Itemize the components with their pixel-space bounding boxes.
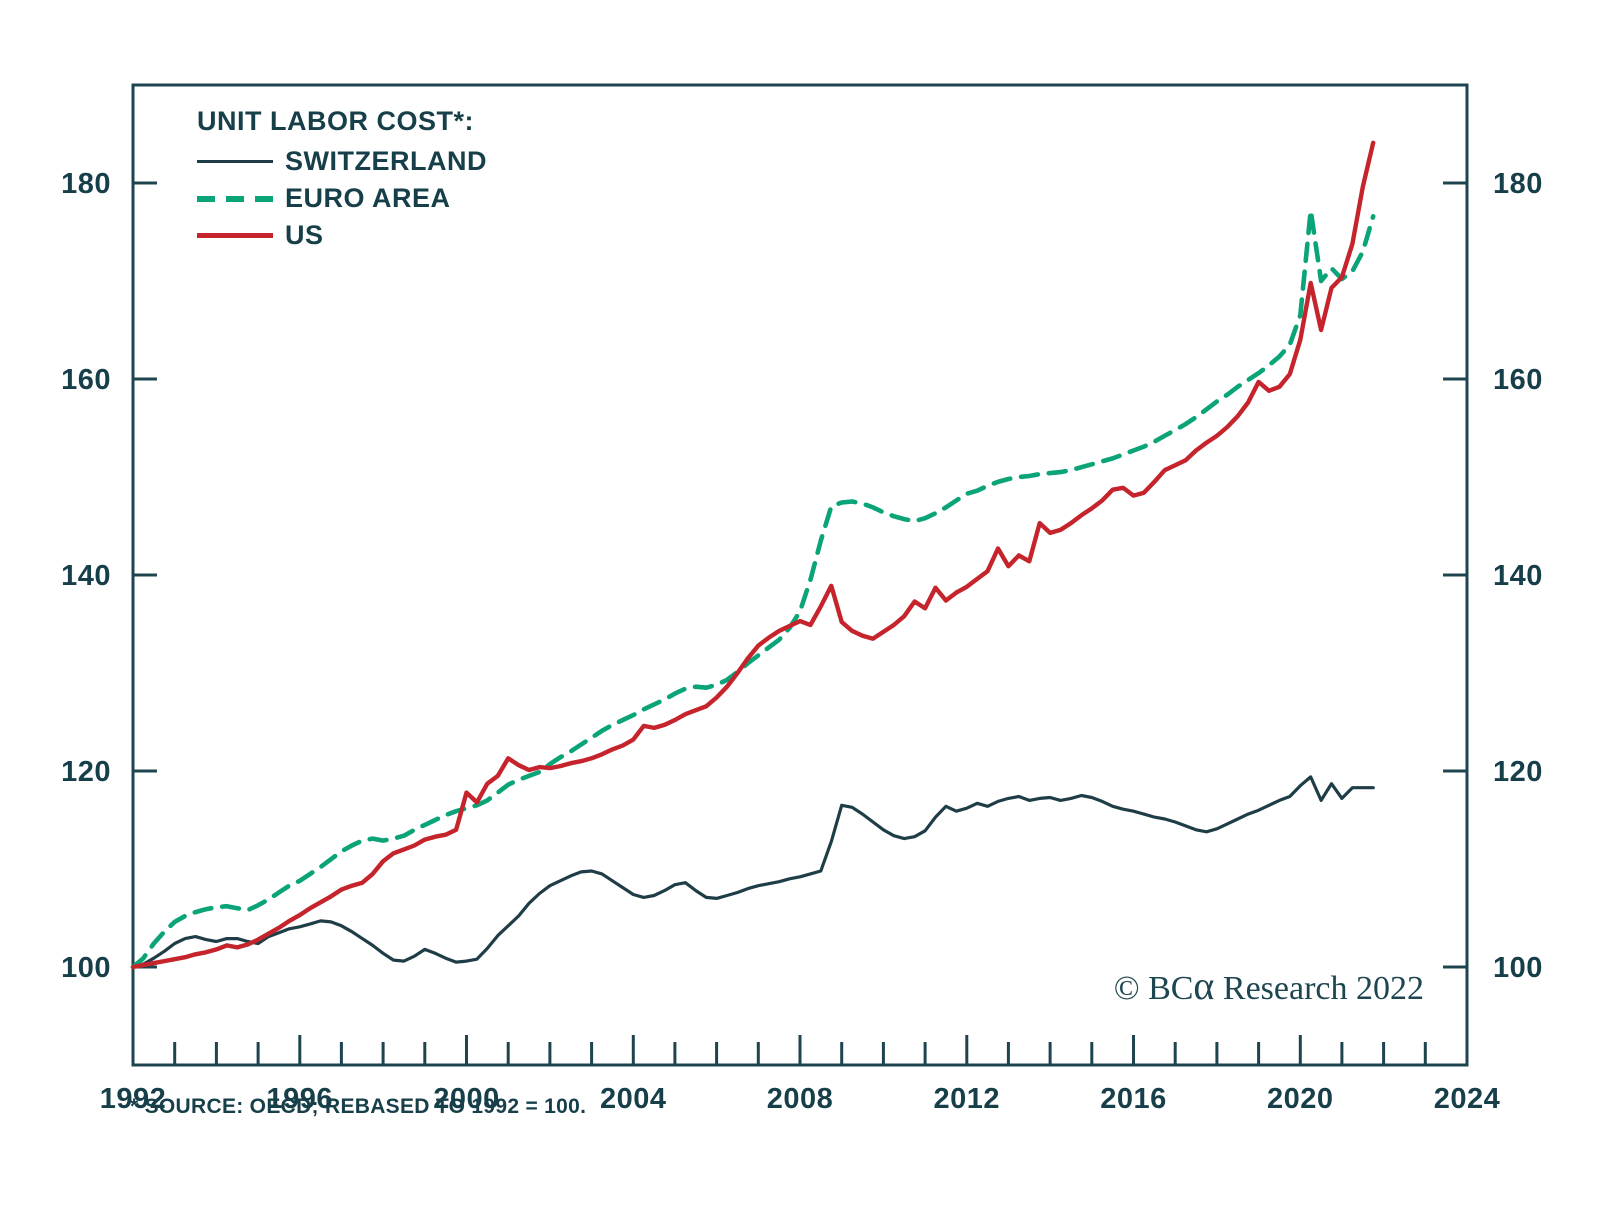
y-axis-label-right: 160 [1493,364,1543,396]
y-axis-label-right: 120 [1493,756,1543,788]
y-axis-label-right: 180 [1493,168,1543,200]
source-footnote: * SOURCE: OECD; REBASED TO 1992 = 100. [130,1095,587,1118]
copyright-suffix: Research [1214,970,1348,1007]
x-axis-label: 2000 [433,1083,500,1115]
x-axis-label: 1992 [100,1083,167,1115]
legend: UNIT LABOR COST*: SWITZERLAND EURO AREA … [197,106,487,250]
x-axis-label: 2020 [1267,1083,1334,1115]
x-axis-label: 2024 [1434,1083,1501,1115]
y-axis-label-right: 140 [1493,560,1543,592]
x-axis-label: 2012 [934,1083,1001,1115]
y-axis-label-left: 140 [61,560,111,592]
y-axis-label-left: 100 [61,952,111,984]
switzerland-line-swatch [197,160,273,163]
legend-title: UNIT LABOR COST*: [197,106,474,136]
y-axis-label-left: 160 [61,364,111,396]
series-line-us [130,140,1376,970]
bca-research-copyright: © BCα Research 2022 [1113,966,1424,1008]
legend-item-euro-area: EURO AREA [197,183,487,213]
y-axis-label-left: 120 [61,756,111,788]
bca-alpha-glyph: α [1193,963,1215,1008]
legend-item-us: US [197,220,487,250]
y-axis-label-left: 180 [61,168,111,200]
us-line-swatch [197,233,273,238]
series-line-euro_area [130,208,1376,970]
legend-label-switzerland: SWITZERLAND [285,146,487,176]
x-axis-label: 2008 [767,1083,834,1115]
series-line-switzerland [131,775,1375,969]
legend-label-us: US [285,220,324,250]
x-axis-label: 1996 [267,1083,334,1115]
legend-label-euro-area: EURO AREA [285,183,451,213]
copyright-year: 2022 [1356,970,1424,1007]
x-axis-label: 2004 [600,1083,667,1115]
copyright-prefix: © BC [1113,970,1194,1007]
euro-area-dashed-swatch [197,195,273,202]
x-axis-label: 2016 [1100,1083,1167,1115]
y-axis-label-right: 100 [1493,952,1543,984]
legend-item-switzerland: SWITZERLAND [197,146,487,176]
